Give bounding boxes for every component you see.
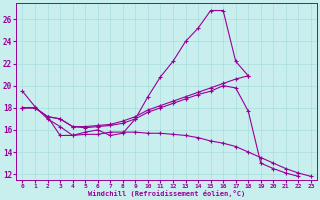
X-axis label: Windchill (Refroidissement éolien,°C): Windchill (Refroidissement éolien,°C) bbox=[88, 190, 245, 197]
